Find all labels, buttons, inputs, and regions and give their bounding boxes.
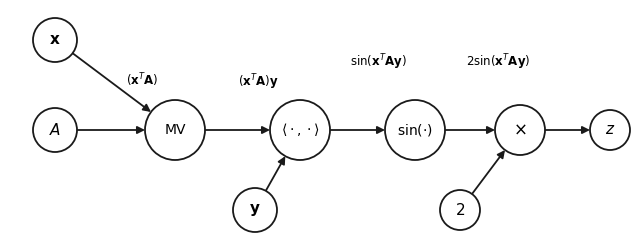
Text: $\times$: $\times$: [513, 121, 527, 139]
Text: $\mathbf{y}$: $\mathbf{y}$: [249, 202, 261, 218]
Text: $A$: $A$: [49, 122, 61, 138]
Circle shape: [385, 100, 445, 160]
Circle shape: [33, 18, 77, 62]
Circle shape: [233, 188, 277, 232]
Circle shape: [495, 105, 545, 155]
Text: $(\mathbf{x}^T\mathbf{A})\mathbf{y}$: $(\mathbf{x}^T\mathbf{A})\mathbf{y}$: [237, 72, 278, 92]
Text: $2$: $2$: [455, 202, 465, 218]
Text: MV: MV: [164, 123, 186, 137]
Text: $z$: $z$: [605, 122, 615, 138]
Circle shape: [270, 100, 330, 160]
Text: $\sin(\mathbf{x}^T\mathbf{A}\mathbf{y})$: $\sin(\mathbf{x}^T\mathbf{A}\mathbf{y})$: [349, 52, 406, 72]
Circle shape: [145, 100, 205, 160]
Text: $(\mathbf{x}^T\mathbf{A})$: $(\mathbf{x}^T\mathbf{A})$: [126, 71, 158, 89]
Text: $2\sin(\mathbf{x}^T\mathbf{A}\mathbf{y})$: $2\sin(\mathbf{x}^T\mathbf{A}\mathbf{y})…: [466, 52, 530, 72]
Text: $\sin(\cdot)$: $\sin(\cdot)$: [397, 122, 433, 138]
Text: $\mathbf{x}$: $\mathbf{x}$: [49, 32, 61, 48]
Circle shape: [33, 108, 77, 152]
Circle shape: [440, 190, 480, 230]
Text: $\langle\cdot,\cdot\rangle$: $\langle\cdot,\cdot\rangle$: [281, 122, 319, 138]
Circle shape: [590, 110, 630, 150]
